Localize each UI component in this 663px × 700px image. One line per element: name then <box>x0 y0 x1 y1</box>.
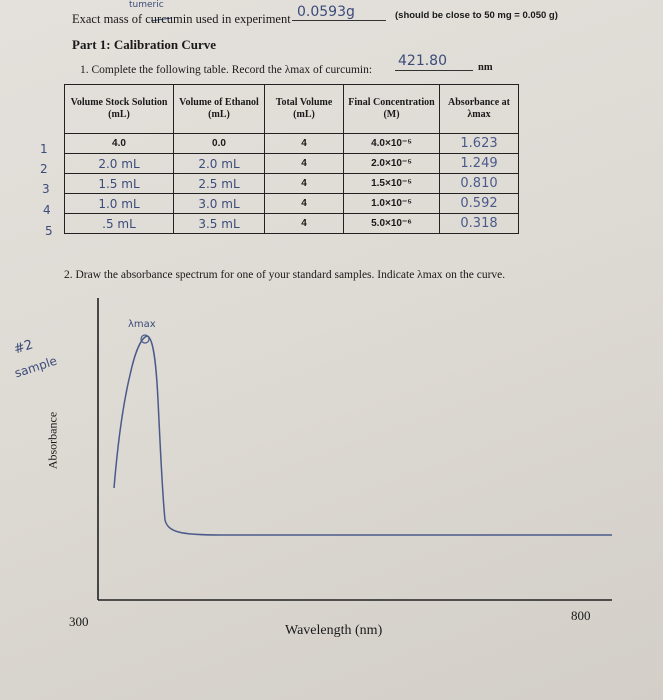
mass-underline <box>292 20 386 21</box>
table-row: 2.0 mL 2.0 mL 4 2.0×10⁻⁵ 1.249 <box>64 153 519 174</box>
row-number: 3 <box>42 182 50 196</box>
lambda-max-annotation: λmax <box>128 319 156 330</box>
cell-absorbance: 1.249 <box>439 153 519 174</box>
header-ethanol: Volume of Ethanol (mL) <box>173 84 265 134</box>
lambda-max-underline <box>395 70 473 71</box>
row-number: 5 <box>45 224 53 238</box>
cell-stock: .5 mL <box>64 213 174 234</box>
table-row: 4.0 0.0 4 4.0×10⁻⁵ 1.623 <box>64 133 519 154</box>
lambda-max-value: 421.80 <box>398 53 447 69</box>
mass-label: Exact mass of curcumin used in experimen… <box>72 12 291 26</box>
row-number: 2 <box>40 162 48 176</box>
calibration-table: Volume Stock Solution (mL) Volume of Eth… <box>64 84 519 234</box>
table-row: .5 mL 3.5 mL 4 5.0×10⁻⁶ 0.318 <box>64 213 519 234</box>
question-2: 2. Draw the absorbance spectrum for one … <box>64 269 506 281</box>
header-concentration: Final Concentration (M) <box>343 84 440 134</box>
row-number: 1 <box>40 142 48 156</box>
lambda-max-marker <box>140 334 150 344</box>
table-row: 1.0 mL 3.0 mL 4 1.0×10⁻⁵ 0.592 <box>64 193 519 214</box>
absorbance-curve <box>113 335 612 536</box>
mass-value: 0.0593g <box>297 4 355 20</box>
cell-absorbance: 0.318 <box>439 213 519 234</box>
part1-title: Part 1: Calibration Curve <box>72 37 217 52</box>
cell-ethanol: 3.0 mL <box>173 193 265 214</box>
lambda-unit: nm <box>478 62 493 73</box>
y-axis-label: Absorbance <box>45 411 60 470</box>
row-number: 4 <box>43 203 51 217</box>
x-max-label: 800 <box>571 608 591 623</box>
x-min-label: 300 <box>69 614 89 629</box>
header-stock: Volume Stock Solution (mL) <box>64 84 174 134</box>
header-absorbance: Absorbance at λmax <box>439 84 519 134</box>
x-axis-label: Wavelength (nm) <box>285 623 383 638</box>
cell-ethanol: 3.5 mL <box>173 213 265 234</box>
table-header-row: Volume Stock Solution (mL) Volume of Eth… <box>64 84 519 134</box>
mass-correction-note: tumeric <box>129 0 164 10</box>
cell-absorbance: 0.592 <box>439 193 519 214</box>
mass-note: (should be close to 50 mg = 0.050 g) <box>395 10 558 21</box>
header-total: Total Volume (mL) <box>264 84 344 134</box>
question-1: 1. Complete the following table. Record … <box>80 64 373 76</box>
